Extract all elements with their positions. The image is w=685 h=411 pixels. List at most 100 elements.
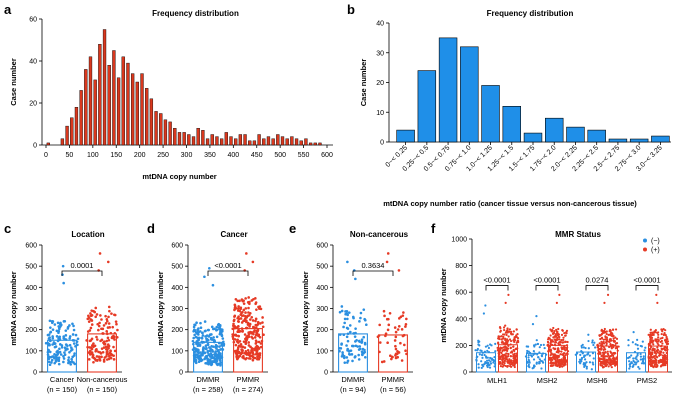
data-point bbox=[550, 352, 553, 355]
histogram-bar bbox=[149, 98, 154, 146]
data-point bbox=[343, 317, 347, 321]
data-point bbox=[478, 340, 481, 343]
data-point bbox=[660, 359, 663, 362]
mean-bar bbox=[576, 351, 596, 373]
data-point bbox=[62, 320, 66, 323]
data-point bbox=[660, 328, 663, 331]
data-point bbox=[637, 360, 640, 363]
data-point bbox=[400, 328, 404, 331]
data-point bbox=[543, 346, 546, 350]
data-point bbox=[51, 320, 55, 323]
data-point bbox=[257, 333, 261, 337]
data-point bbox=[643, 349, 646, 352]
data-point bbox=[554, 347, 557, 350]
histogram-bar bbox=[46, 142, 50, 146]
data-point bbox=[554, 363, 558, 366]
data-point bbox=[360, 338, 364, 341]
histogram-bar bbox=[276, 134, 280, 146]
data-point bbox=[553, 356, 556, 359]
data-point bbox=[92, 342, 95, 345]
data-point bbox=[397, 324, 401, 328]
data-point bbox=[215, 354, 219, 358]
data-point bbox=[512, 357, 515, 360]
chart-title: MMR Status bbox=[555, 230, 601, 239]
data-point bbox=[106, 343, 110, 346]
data-point bbox=[601, 361, 604, 365]
data-point bbox=[254, 317, 258, 321]
data-point bbox=[557, 327, 560, 331]
data-point bbox=[655, 352, 658, 355]
data-point bbox=[346, 260, 349, 264]
data-point bbox=[665, 335, 668, 339]
group-label: Non-cancerous bbox=[77, 375, 128, 384]
data-point bbox=[476, 349, 479, 352]
data-point bbox=[585, 365, 588, 368]
data-point bbox=[635, 355, 638, 358]
data-point bbox=[613, 364, 617, 367]
data-point bbox=[218, 345, 221, 348]
data-point bbox=[661, 330, 664, 333]
data-point bbox=[68, 337, 71, 340]
data-point bbox=[494, 350, 497, 353]
histogram-bar bbox=[299, 140, 303, 146]
data-point bbox=[513, 363, 516, 366]
legend-marker bbox=[643, 238, 647, 243]
data-point bbox=[92, 356, 96, 360]
data-point bbox=[255, 344, 259, 348]
data-point bbox=[615, 337, 619, 340]
data-point bbox=[76, 337, 80, 341]
data-point bbox=[89, 312, 92, 315]
data-point bbox=[552, 326, 555, 330]
data-point bbox=[247, 341, 251, 344]
legend-marker bbox=[643, 247, 647, 252]
data-point bbox=[200, 352, 204, 356]
data-point bbox=[352, 344, 355, 348]
data-point bbox=[57, 329, 61, 333]
data-point bbox=[628, 356, 631, 359]
data-point bbox=[250, 299, 254, 302]
dot-cloud bbox=[231, 252, 265, 362]
data-point bbox=[506, 327, 509, 330]
data-point bbox=[245, 356, 248, 360]
group-label: DMMR bbox=[341, 375, 365, 384]
data-point bbox=[362, 335, 366, 339]
data-point bbox=[515, 334, 518, 337]
x-tick-label: 100 bbox=[87, 152, 99, 159]
data-point bbox=[358, 320, 361, 323]
category-bar bbox=[629, 138, 649, 143]
y-axis-label: mtDNA copy number bbox=[439, 268, 448, 342]
x-tick-label: 450 bbox=[251, 152, 263, 159]
data-point bbox=[480, 353, 484, 357]
histogram-bar bbox=[210, 134, 214, 146]
data-point bbox=[215, 328, 219, 332]
data-point bbox=[113, 313, 116, 317]
data-point bbox=[614, 347, 618, 350]
mean-bar bbox=[476, 352, 496, 373]
data-point bbox=[102, 340, 106, 343]
data-point bbox=[100, 355, 103, 359]
data-point bbox=[199, 321, 202, 325]
data-point bbox=[582, 362, 586, 365]
x-tick-label: 0 bbox=[44, 152, 48, 159]
data-point bbox=[107, 322, 111, 325]
data-point bbox=[95, 335, 98, 339]
data-point bbox=[653, 331, 656, 334]
group-n-label: (n = 150) bbox=[87, 385, 118, 394]
data-point bbox=[630, 354, 633, 357]
data-point bbox=[500, 335, 503, 338]
data-point bbox=[101, 350, 105, 354]
data-point bbox=[57, 362, 61, 366]
data-point bbox=[492, 360, 495, 363]
data-point bbox=[613, 357, 616, 360]
data-point bbox=[562, 352, 566, 355]
data-point bbox=[206, 343, 210, 347]
data-point bbox=[636, 347, 640, 350]
histogram-bar bbox=[112, 50, 116, 146]
data-point bbox=[237, 324, 240, 328]
p-value: 0.0274 bbox=[586, 276, 609, 285]
category-bar bbox=[502, 106, 521, 143]
data-point bbox=[641, 340, 644, 343]
x-axis-label: mtDNA copy number ratio (cancer tissue v… bbox=[383, 199, 637, 208]
data-point bbox=[394, 344, 397, 348]
group-n-label: (n = 150) bbox=[47, 385, 78, 394]
